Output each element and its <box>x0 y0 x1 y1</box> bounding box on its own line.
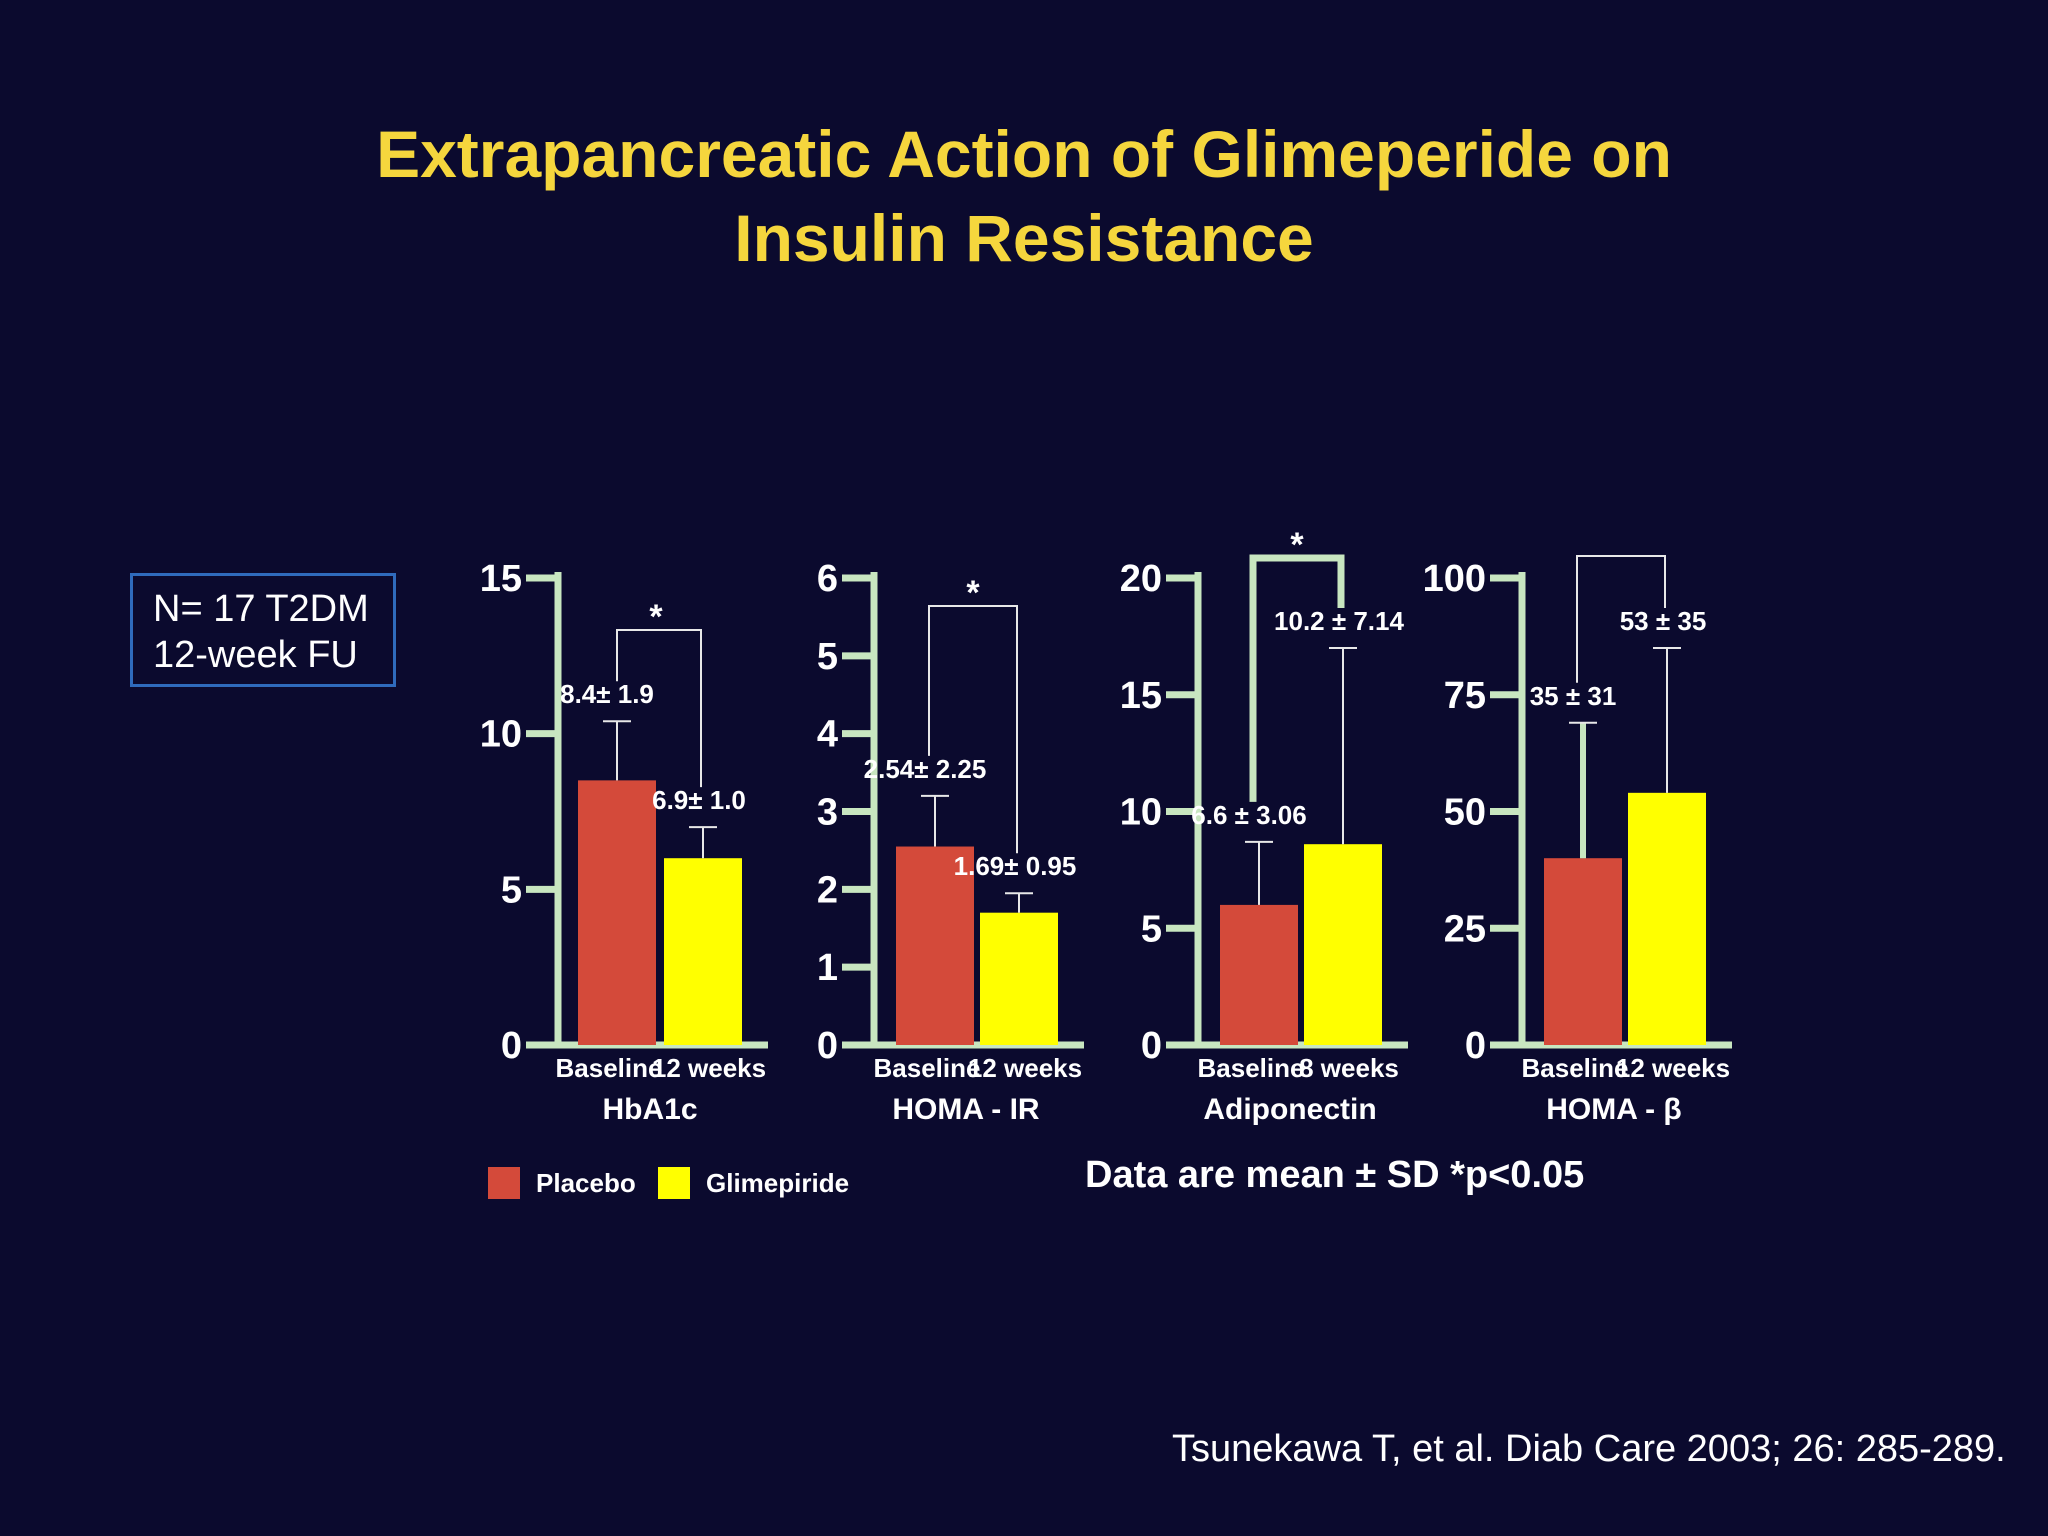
study-info-line-1: N= 17 T2DM <box>153 588 369 630</box>
bar-homa-ir-placebo <box>896 846 974 1045</box>
y-tick-label-homa-ir: 2 <box>817 869 838 911</box>
x-tick-label-hba1c: 12 weeks <box>652 1053 766 1083</box>
bar-homa-glimepiride <box>1628 792 1706 1045</box>
significance-bracket-homa <box>1576 555 1666 683</box>
bar-hba1c-placebo <box>578 780 656 1045</box>
y-tick-label-homa: 25 <box>1444 908 1486 950</box>
x-tick-label-adiponectin: Baseline <box>1198 1053 1305 1083</box>
y-tick-label-hba1c: 10 <box>480 714 522 756</box>
legend-item-placebo: Placebo <box>488 1166 636 1200</box>
legend-label-glimepiride: Glimepiride <box>706 1167 850 1198</box>
x-tick-label-homa: Baseline <box>1522 1053 1629 1083</box>
y-tick-label-homa-ir: 5 <box>817 636 838 678</box>
y-tick-label-homa: 75 <box>1444 675 1486 717</box>
legend-swatch-placebo <box>488 1167 520 1199</box>
slide-title-line-2: Insulin Resistance <box>734 201 1314 275</box>
data-label-hba1c: 8.4± 1.9 <box>560 679 654 709</box>
legend-label-placebo: Placebo <box>536 1167 636 1198</box>
data-label-hba1c: 6.9± 1.0 <box>652 785 746 815</box>
y-tick-label-adiponectin: 5 <box>1141 908 1162 950</box>
chart-title-hba1c: HbA1c <box>602 1093 697 1126</box>
data-label-homa: 35 ± 31 <box>1530 681 1617 711</box>
data-label-adiponectin: 10.2 ± 7.14 <box>1274 606 1404 636</box>
study-info-box: N= 17 T2DM 12-week FU <box>130 573 396 687</box>
chart-title-homa-ir: HOMA - IR <box>892 1093 1040 1126</box>
y-tick-label-homa-ir: 4 <box>817 714 838 756</box>
y-tick-label-adiponectin: 15 <box>1120 675 1162 717</box>
y-tick-label-adiponectin: 20 <box>1120 558 1162 600</box>
footnote: Data are mean ± SD *p<0.05 <box>1085 1154 1585 1196</box>
citation: Tsunekawa T, et al. Diab Care 2003; 26: … <box>1172 1428 2006 1470</box>
y-tick-label-homa: 0 <box>1465 1025 1486 1067</box>
y-tick-label-homa: 50 <box>1444 792 1486 834</box>
legend-item-glimepiride: Glimepiride <box>658 1166 849 1200</box>
significance-marker-homa-ir: * <box>966 574 980 612</box>
bar-adiponectin-glimepiride <box>1304 844 1382 1045</box>
significance-marker-hba1c: * <box>649 598 663 636</box>
y-tick-label-hba1c: 15 <box>480 558 522 600</box>
x-tick-label-adiponectin: 8 weeks <box>1299 1053 1399 1083</box>
bar-homa-placebo <box>1544 858 1622 1045</box>
x-tick-label-homa-ir: 12 weeks <box>968 1053 1082 1083</box>
data-label-adiponectin: 6.6 ± 3.06 <box>1191 800 1306 830</box>
data-label-homa: 53 ± 35 <box>1620 606 1707 636</box>
y-tick-label-homa-ir: 6 <box>817 558 838 600</box>
significance-marker-adiponectin: * <box>1290 526 1304 564</box>
chart-title-adiponectin: Adiponectin <box>1203 1093 1376 1126</box>
chart-title-homa: HOMA - β <box>1546 1093 1682 1126</box>
significance-bracket-adiponectin <box>1249 554 1345 802</box>
y-tick-label-adiponectin: 10 <box>1120 792 1162 834</box>
x-tick-label-homa: 12 weeks <box>1616 1053 1730 1083</box>
y-tick-label-homa-ir: 3 <box>817 792 838 834</box>
x-tick-label-homa-ir: Baseline <box>874 1053 981 1083</box>
y-tick-label-homa-ir: 0 <box>817 1025 838 1067</box>
study-info-line-2: 12-week FU <box>153 634 358 676</box>
data-label-homa-ir: 1.69± 0.95 <box>954 851 1077 881</box>
y-tick-label-hba1c: 5 <box>501 869 522 911</box>
y-tick-label-homa: 100 <box>1423 558 1486 600</box>
y-tick-label-hba1c: 0 <box>501 1025 522 1067</box>
x-tick-label-hba1c: Baseline <box>556 1053 663 1083</box>
y-tick-label-homa-ir: 1 <box>817 947 838 989</box>
y-tick-label-adiponectin: 0 <box>1141 1025 1162 1067</box>
data-label-homa-ir: 2.54± 2.25 <box>864 754 987 784</box>
bar-hba1c-glimepiride <box>664 858 742 1045</box>
legend-swatch-glimepiride <box>658 1167 690 1199</box>
bar-homa-ir-glimepiride <box>980 912 1058 1045</box>
bar-adiponectin-placebo <box>1220 904 1298 1045</box>
slide-title-line-1: Extrapancreatic Action of Glimeperide on <box>376 117 1672 191</box>
significance-bracket-hba1c <box>616 629 702 788</box>
significance-bracket-homa-ir <box>928 605 1018 854</box>
